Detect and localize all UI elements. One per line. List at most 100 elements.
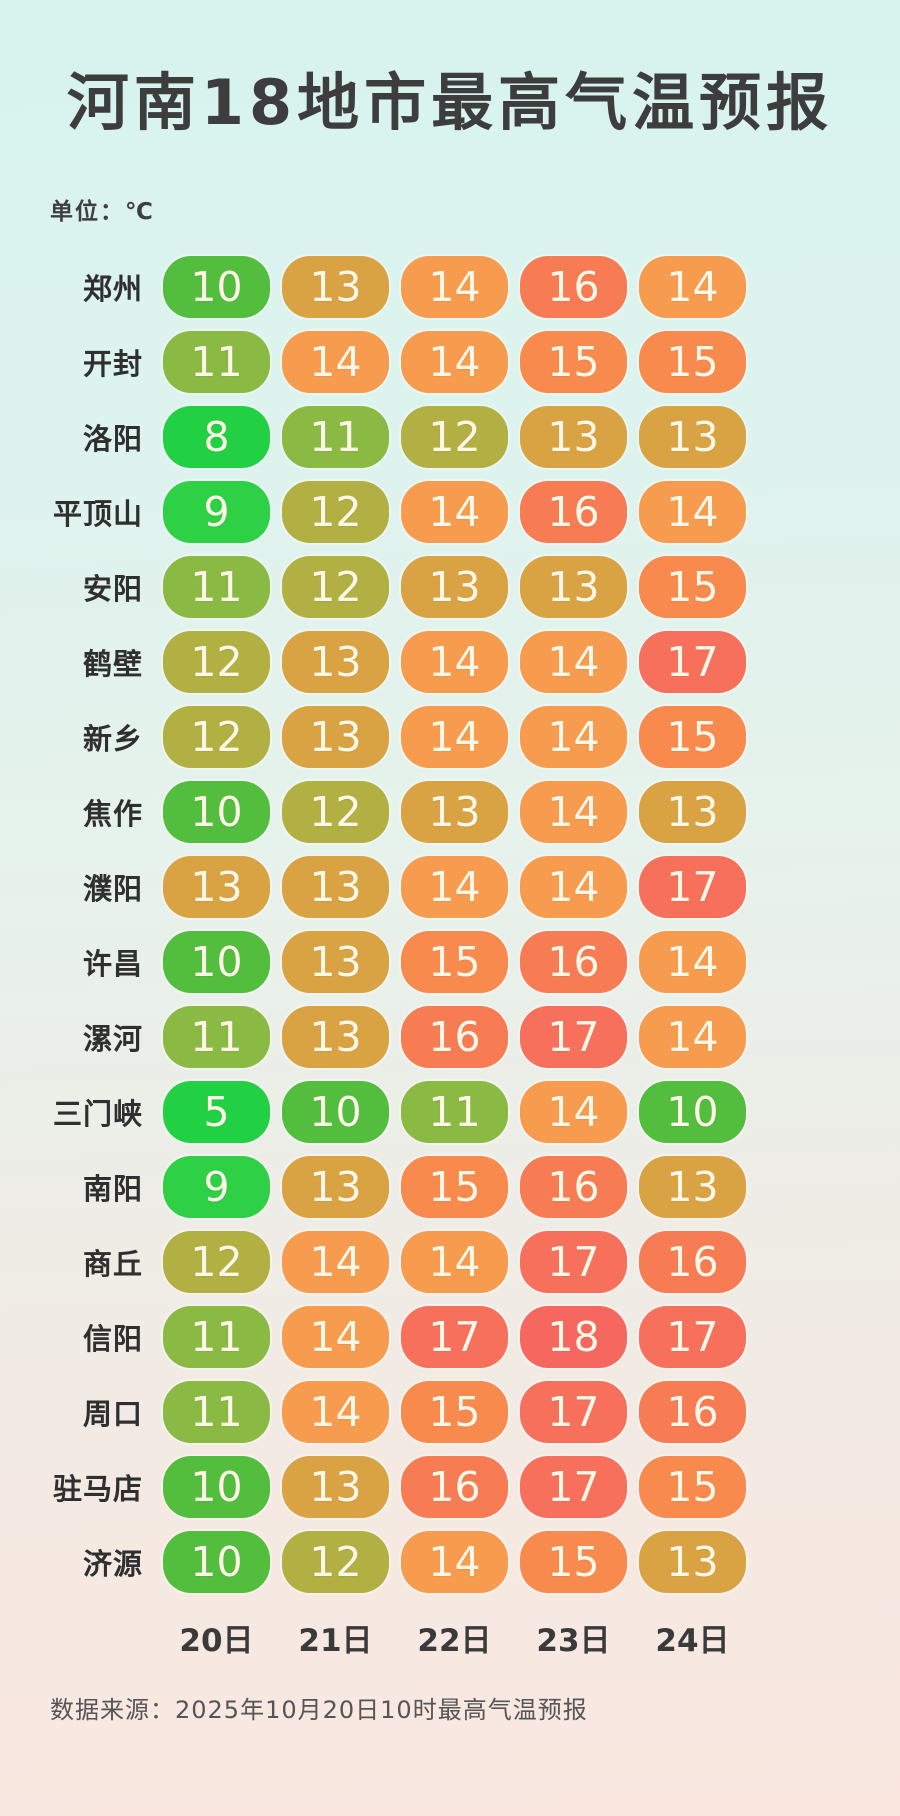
temperature-cell: 12 [282, 556, 389, 618]
temperature-cell: 14 [401, 331, 508, 393]
temperature-cell: 16 [401, 1456, 508, 1518]
temperature-cell: 15 [401, 1156, 508, 1218]
temperature-cell: 10 [163, 256, 270, 318]
city-label: 开封 [82, 347, 143, 381]
city-label: 漯河 [82, 1022, 143, 1056]
temperature-cell: 16 [520, 256, 627, 318]
city-label: 许昌 [82, 947, 143, 981]
temperature-cell: 14 [401, 631, 508, 693]
temperature-cell: 12 [282, 781, 389, 843]
temperature-cell: 13 [282, 856, 389, 918]
temperature-cell: 13 [282, 931, 389, 993]
temperature-cell: 13 [520, 556, 627, 618]
temperature-cell: 14 [520, 706, 627, 768]
city-label: 新乡 [82, 722, 143, 756]
temperature-cell: 15 [639, 1456, 746, 1518]
temperature-cell: 11 [163, 331, 270, 393]
date-header: 21日 [298, 1623, 373, 1659]
temperature-cell: 12 [163, 631, 270, 693]
date-header: 24日 [655, 1623, 730, 1659]
temperature-cell: 17 [401, 1306, 508, 1368]
temperature-cell: 5 [163, 1081, 270, 1143]
temperature-cell: 9 [163, 1156, 270, 1218]
temperature-cell: 17 [520, 1456, 627, 1518]
temperature-cell: 15 [639, 706, 746, 768]
temperature-cell: 17 [520, 1006, 627, 1068]
temperature-cell: 14 [401, 1231, 508, 1293]
temperature-cell: 11 [163, 1381, 270, 1443]
city-label: 济源 [82, 1547, 143, 1581]
city-label: 三门峡 [52, 1097, 143, 1131]
temperature-cell: 14 [639, 481, 746, 543]
temperature-cell: 12 [282, 1531, 389, 1593]
temperature-cell: 12 [282, 481, 389, 543]
temperature-cell: 10 [163, 1456, 270, 1518]
unit-label: 单位：℃ [50, 199, 155, 225]
temperature-cell: 17 [520, 1381, 627, 1443]
temperature-cell: 16 [639, 1231, 746, 1293]
temperature-cell: 14 [282, 1381, 389, 1443]
temperature-cell: 18 [520, 1306, 627, 1368]
temperature-cell: 14 [282, 331, 389, 393]
temperature-cell: 15 [401, 1381, 508, 1443]
temperature-cell: 13 [520, 406, 627, 468]
temperature-cell: 12 [163, 706, 270, 768]
temperature-cell: 14 [401, 256, 508, 318]
temperature-cell: 14 [401, 856, 508, 918]
temperature-cell: 17 [520, 1231, 627, 1293]
temperature-cell: 14 [520, 781, 627, 843]
temperature-cell: 13 [282, 1456, 389, 1518]
temperature-cell: 14 [639, 1006, 746, 1068]
date-header: 20日 [179, 1623, 254, 1659]
temperature-cell: 14 [520, 631, 627, 693]
temperature-cell: 13 [639, 781, 746, 843]
city-label: 周口 [82, 1397, 143, 1431]
temperature-cell: 11 [163, 1306, 270, 1368]
temperature-cell: 16 [520, 1156, 627, 1218]
temperature-cell: 16 [401, 1006, 508, 1068]
temperature-cell: 15 [520, 331, 627, 393]
temperature-cell: 10 [282, 1081, 389, 1143]
temperature-cell: 13 [401, 556, 508, 618]
temperature-cell: 16 [520, 931, 627, 993]
temperature-cell: 17 [639, 856, 746, 918]
temperature-cell: 13 [639, 1156, 746, 1218]
city-label: 驻马店 [52, 1472, 143, 1506]
temperature-cell: 13 [282, 631, 389, 693]
temperature-cell: 14 [639, 931, 746, 993]
temperature-cell: 13 [163, 856, 270, 918]
city-label: 商丘 [82, 1247, 143, 1281]
temperature-cell: 13 [282, 1156, 389, 1218]
city-label: 鹤壁 [82, 647, 143, 681]
temperature-cell: 14 [639, 256, 746, 318]
temperature-cell: 15 [401, 931, 508, 993]
temperature-cell: 13 [639, 1531, 746, 1593]
temperature-cell: 15 [639, 331, 746, 393]
city-label: 郑州 [82, 272, 143, 306]
data-source-note: 数据来源：2025年10月20日10时最高气温预报 [50, 1696, 588, 1724]
temperature-cell: 10 [639, 1081, 746, 1143]
temperature-cell: 10 [163, 931, 270, 993]
temperature-cell: 10 [163, 781, 270, 843]
temperature-cell: 17 [639, 1306, 746, 1368]
temperature-cell: 14 [282, 1231, 389, 1293]
forecast-grid: 郑州 10 13 14 16 14 开封 11 14 14 15 15 洛阳 8 11 12 13 13 平顶山 9 1… [0, 256, 900, 1593]
temperature-cell: 14 [401, 706, 508, 768]
page-title: 河南18地市最高气温预报 [66, 66, 834, 139]
temperature-cell: 13 [282, 706, 389, 768]
temperature-cell: 15 [639, 556, 746, 618]
city-label: 焦作 [82, 797, 143, 831]
city-label: 南阳 [82, 1172, 143, 1206]
temperature-cell: 13 [639, 406, 746, 468]
temperature-cell: 9 [163, 481, 270, 543]
temperature-cell: 11 [163, 556, 270, 618]
temperature-cell: 14 [282, 1306, 389, 1368]
city-label: 信阳 [82, 1322, 143, 1356]
temperature-cell: 17 [639, 631, 746, 693]
dates-row-spacer [0, 1615, 151, 1660]
temperature-cell: 13 [282, 256, 389, 318]
temperature-cell: 10 [163, 1531, 270, 1593]
temperature-cell: 14 [520, 856, 627, 918]
city-label: 安阳 [82, 572, 143, 606]
temperature-cell: 12 [163, 1231, 270, 1293]
